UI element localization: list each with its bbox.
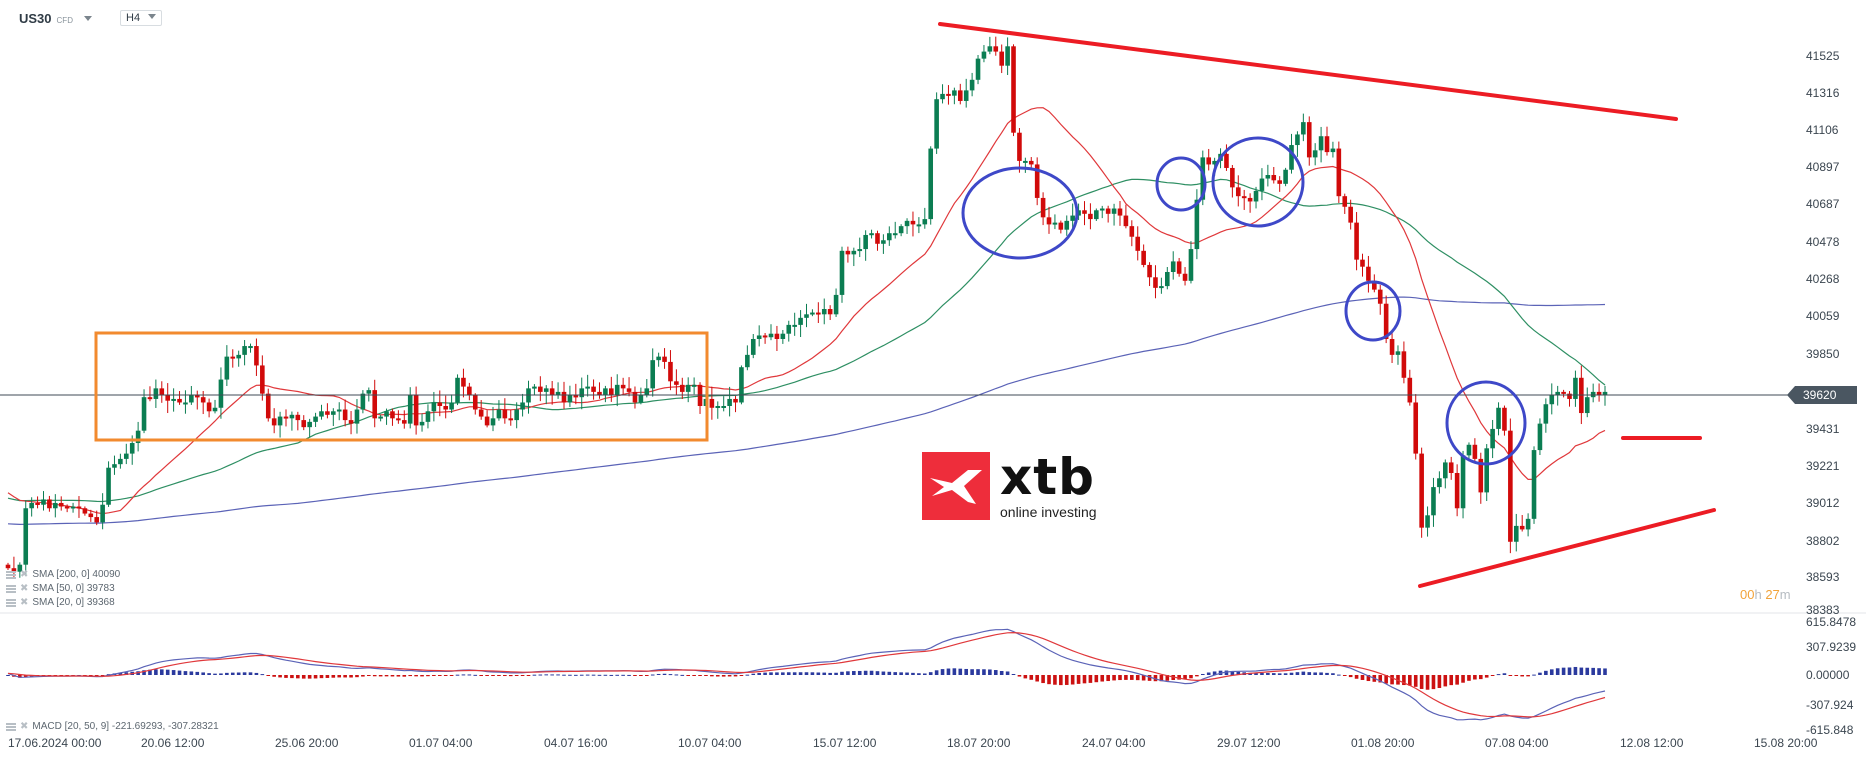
time-axis-label: 18.07 20:00	[947, 736, 1011, 750]
lower-trendline[interactable]	[1418, 508, 1716, 588]
xtb-logo: xtb online investing	[922, 452, 1097, 520]
range-box[interactable]	[94, 331, 709, 442]
sma50-label: SMA [50, 0] 39783	[32, 583, 115, 594]
macd-axis-label: 615.8478	[1806, 615, 1856, 629]
price-axis-label: 41316	[1806, 86, 1840, 100]
price-axis-label: 40059	[1806, 309, 1840, 323]
time-axis-label: 04.07 16:00	[544, 736, 608, 750]
time-axis-label: 29.07 12:00	[1217, 736, 1281, 750]
timer-hours: 00	[1740, 587, 1755, 602]
symbol-selector[interactable]: US30 CFD	[19, 11, 92, 26]
settings-icon[interactable]	[6, 722, 16, 731]
price-axis-label: 40897	[1806, 160, 1840, 174]
settings-icon[interactable]	[6, 598, 16, 607]
time-axis-label: 12.08 12:00	[1620, 736, 1684, 750]
time-axis-label: 15.08 20:00	[1754, 736, 1818, 750]
price-axis-label: 41106	[1806, 123, 1839, 137]
time-axis-label: 24.07 04:00	[1082, 736, 1146, 750]
time-axis-label: 25.06 20:00	[275, 736, 339, 750]
price-axis-label: 39850	[1806, 347, 1840, 361]
legend-sma200: ✖ SMA [200, 0] 40090	[6, 569, 120, 580]
candles	[5, 36, 1608, 579]
legend-sma50: ✖ SMA [50, 0] 39783	[6, 583, 115, 594]
legend-macd: ✖ MACD [20, 50, 9] -221.69293, -307.2832…	[6, 721, 219, 732]
current-price-badge: 39620	[1787, 386, 1857, 404]
settings-icon[interactable]	[6, 570, 16, 579]
logo-tagline: online investing	[1000, 504, 1097, 520]
price-axis-label: 38593	[1806, 570, 1840, 584]
sma50-line	[7, 178, 1606, 503]
highlight-circle[interactable]	[1445, 380, 1527, 466]
time-axis-label: 20.06 12:00	[141, 736, 205, 750]
chevron-down-icon	[83, 16, 92, 21]
price-axis-label: 39221	[1806, 459, 1840, 473]
sma20-label: SMA [20, 0] 39368	[32, 597, 115, 608]
macd-axis-label: 0.00000	[1806, 668, 1850, 682]
timer-minutes: 27	[1765, 587, 1780, 602]
upper-trendline[interactable]	[938, 22, 1678, 121]
highlight-circle[interactable]	[1155, 156, 1207, 212]
symbol-type: CFD	[56, 16, 73, 25]
highlight-circle[interactable]	[1344, 280, 1402, 342]
time-axis-label: 01.07 04:00	[409, 736, 473, 750]
timer-m-unit: m	[1779, 587, 1791, 602]
sma200-label: SMA [200, 0] 40090	[32, 569, 121, 580]
chevron-down-icon	[148, 13, 156, 19]
close-icon[interactable]: ✖	[20, 721, 29, 732]
highlight-circle[interactable]	[961, 166, 1079, 260]
price-axis-label: 40268	[1806, 272, 1840, 286]
timer-h-unit: h	[1754, 587, 1762, 602]
close-icon[interactable]: ✖	[20, 597, 29, 608]
time-axis-label: 10.07 04:00	[678, 736, 742, 750]
close-icon[interactable]: ✖	[20, 569, 29, 580]
settings-icon[interactable]	[6, 584, 16, 593]
price-axis-label: 40478	[1806, 235, 1840, 249]
sma200-line	[7, 296, 1606, 526]
macd-signal-line	[7, 631, 1606, 718]
timeframe-selector[interactable]: H4	[120, 10, 162, 26]
highlight-circle[interactable]	[1211, 136, 1305, 228]
timeframe-value: H4	[126, 12, 141, 24]
macd-histogram	[6, 666, 1607, 690]
macd-axis-label: -615.848	[1806, 723, 1854, 737]
time-axis-label: 15.07 12:00	[813, 736, 877, 750]
macd-axis-label: -307.924	[1806, 698, 1854, 712]
price-axis-label: 38383	[1806, 603, 1840, 617]
candle-countdown: 00h 27m	[1740, 587, 1791, 602]
chart-header: US30 CFD H4	[0, 0, 400, 36]
legend-sma20: ✖ SMA [20, 0] 39368	[6, 597, 115, 608]
price-axis-label: 39431	[1806, 422, 1840, 436]
xtb-logo-icon	[922, 452, 990, 520]
time-axis-label: 01.08 20:00	[1351, 736, 1415, 750]
logo-wordmark: xtb	[1000, 448, 1095, 506]
price-axis-label: 39012	[1806, 496, 1840, 510]
price-axis-label: 41525	[1806, 49, 1840, 63]
symbol-name: US30	[19, 11, 52, 26]
time-axis-label: 17.06.2024 00:00	[8, 736, 102, 750]
macd-label: MACD [20, 50, 9] -221.69293, -307.28321	[32, 721, 219, 732]
macd-axis-label: 307.9239	[1806, 640, 1856, 654]
price-axis-label: 38802	[1806, 534, 1840, 548]
close-icon[interactable]: ✖	[20, 583, 29, 594]
time-axis-label: 07.08 04:00	[1485, 736, 1549, 750]
price-axis-label: 40687	[1806, 197, 1840, 211]
